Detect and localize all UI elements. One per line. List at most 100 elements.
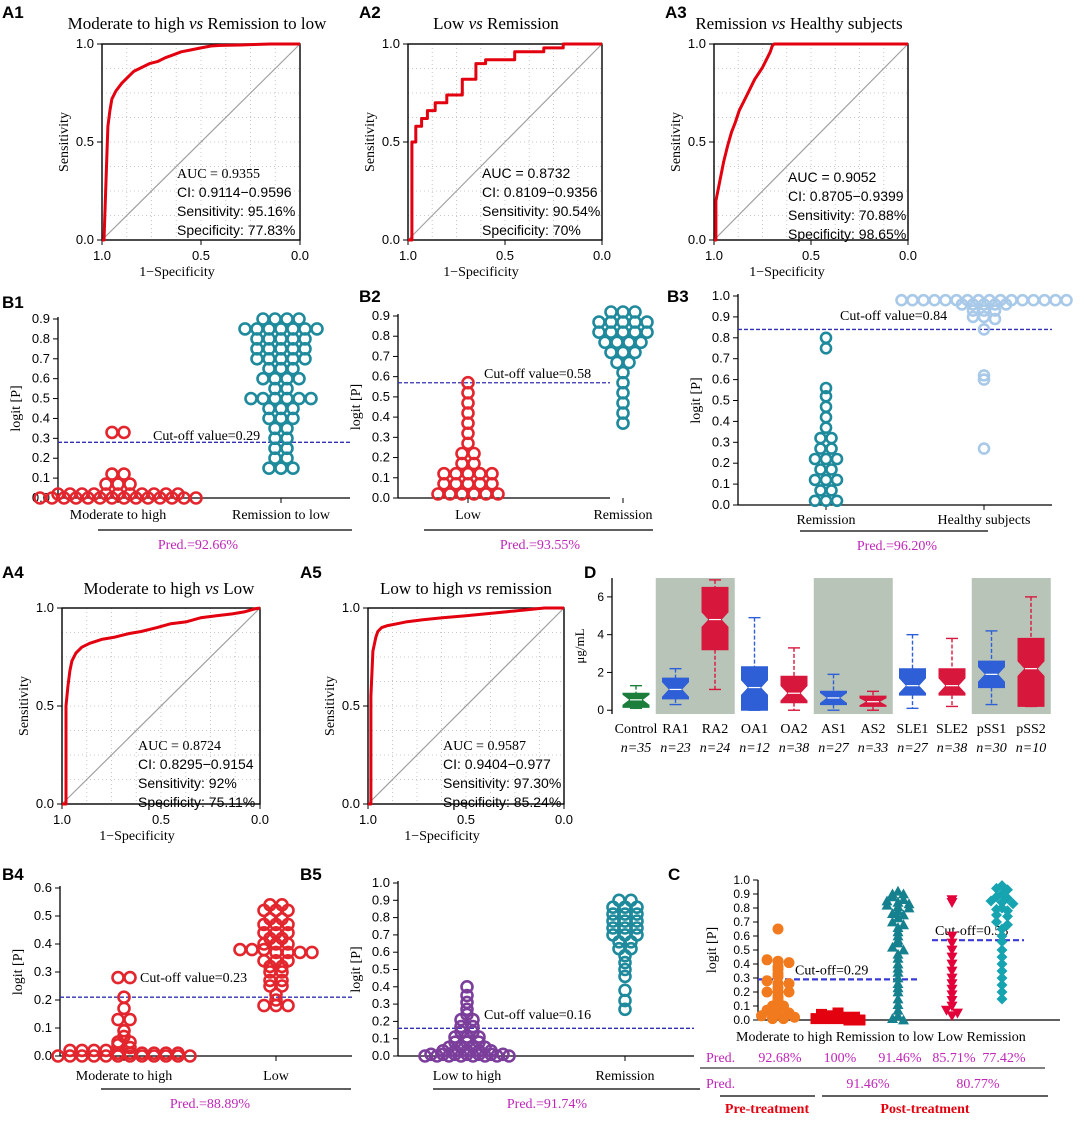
cutoff-label: Cut-off value=0.16 — [484, 1008, 591, 1023]
roc-title: Moderate to high vs Low — [84, 579, 256, 598]
data-point — [996, 951, 1008, 963]
box — [899, 668, 926, 696]
y-tick-label: 0.5 — [32, 391, 50, 406]
roc-stat-text: AUC = 0.8732 — [482, 165, 571, 181]
roc-stat-text: Specificity: 77.83% — [177, 222, 295, 238]
x-tick-label: 1.0 — [705, 248, 723, 263]
roc-stat-text: CI: 0.9114−0.9596 — [177, 184, 292, 200]
data-point — [952, 1008, 963, 1019]
data-point — [624, 941, 638, 956]
data-point — [892, 922, 904, 932]
roc-panel-A2: Low vs Remission 1.0 0.5 0.0 0.0 0.5 1.0 1−Spec… — [363, 14, 611, 280]
data-point — [887, 916, 898, 927]
data-point — [996, 965, 1008, 977]
data-point — [171, 487, 185, 501]
data-point — [977, 310, 991, 324]
y-tick-label: 0.9 — [733, 887, 750, 901]
y-axis-label: logit [P] — [689, 377, 704, 423]
y-tick-label: 0.3 — [372, 429, 390, 444]
prediction-text: Pred.=92.66% — [158, 538, 239, 553]
data-point — [946, 966, 958, 977]
data-point — [903, 898, 915, 909]
y-tick-label: 0.3 — [712, 434, 730, 449]
prediction-value: 91.46% — [878, 1051, 922, 1066]
data-point — [117, 425, 131, 440]
x-tick-label: 0.5 — [802, 248, 820, 263]
y-tick-label: 0.2 — [34, 992, 52, 1007]
box — [701, 586, 729, 651]
data-point — [808, 473, 822, 487]
roc-title-part: vs — [189, 14, 204, 33]
data-point — [783, 986, 795, 998]
data-point — [939, 293, 952, 307]
y-tick-label: 1.0 — [382, 36, 400, 51]
data-point — [991, 916, 1002, 928]
roc-panel-A5: Low to high vs remission 1.0 0.5 0.0 0.0 0.5 1… — [323, 579, 573, 844]
y-axis-label: logit [P] — [349, 384, 364, 430]
x-tick-label: 1.0 — [53, 812, 71, 827]
y-tick-label: 0.7 — [372, 348, 390, 363]
y-tick-label: 0.4 — [372, 979, 390, 994]
data-point — [892, 1010, 904, 1021]
data-point — [292, 371, 306, 386]
y-axis-label: logit [P] — [9, 385, 24, 431]
y-tick-label: 2 — [597, 665, 604, 679]
data-point — [946, 931, 958, 942]
y-tick-label: 0.0 — [342, 796, 360, 811]
roc-curve — [408, 42, 602, 242]
sample-size-label: n=12 — [739, 741, 769, 756]
data-point — [1002, 919, 1013, 931]
data-point — [286, 401, 300, 416]
roc-title-part: Remission — [483, 14, 560, 33]
data-point — [502, 1049, 516, 1063]
data-point — [977, 369, 991, 382]
data-point — [892, 885, 904, 896]
x-tick-label: 0.0 — [899, 248, 917, 263]
data-point — [830, 473, 844, 487]
roc-title-part: Low to high — [380, 579, 467, 598]
data-point — [268, 312, 282, 326]
category-label: RA2 — [702, 722, 728, 737]
y-tick-label: 0.7 — [32, 351, 50, 366]
box — [662, 677, 689, 700]
roc-title: Moderate to high vs Remission to low — [68, 14, 327, 33]
y-tick-label: 1.0 — [372, 875, 390, 890]
data-point — [256, 312, 270, 326]
data-point — [946, 959, 958, 970]
data-point — [977, 373, 991, 386]
panel-label-B1: B1 — [2, 293, 24, 312]
data-point — [304, 391, 318, 406]
category-label: pSS2 — [1016, 722, 1046, 737]
data-point — [996, 902, 1008, 914]
y-tick-label: 0.5 — [733, 943, 750, 957]
x-tick-label: 0.0 — [251, 812, 269, 827]
roc-title-part: vs — [205, 579, 220, 598]
y-tick-label: 0.9 — [712, 309, 730, 324]
x-tick-label: 0.0 — [593, 248, 611, 263]
sample-size-label: n=24 — [700, 741, 730, 756]
panel-label-B2: B2 — [359, 287, 381, 306]
y-axis-label: Sensitivity — [323, 676, 338, 736]
y-tick-label: 0.3 — [372, 996, 390, 1011]
phase-label-pre: Pre-treatment — [725, 1102, 810, 1117]
roc-title-part: Moderate to high — [84, 579, 205, 598]
diagonal-reference-line — [367, 607, 565, 805]
diagonal-reference-line — [101, 43, 301, 241]
y-tick-label: 0.5 — [36, 698, 54, 713]
y-tick-label: 0.3 — [733, 971, 750, 985]
data-point — [898, 909, 909, 920]
data-point — [245, 942, 259, 957]
data-point — [305, 945, 319, 960]
data-point — [496, 1047, 510, 1062]
category-label: Remission — [593, 508, 652, 523]
data-point — [996, 958, 1008, 970]
data-point — [111, 1012, 125, 1027]
data-point — [1027, 293, 1040, 307]
box-plot-panel-D: 0 2 4 6 μg/mL Control n=35 RA1 n=23 RA2 n=24 OA1 n=1… — [572, 578, 1051, 756]
data-point — [825, 484, 838, 497]
data-point — [996, 944, 1008, 956]
y-tick-label: 0.5 — [76, 134, 94, 149]
prediction-text: Pred.=91.74% — [507, 1097, 588, 1112]
y-tick-label: 0.9 — [32, 311, 50, 326]
